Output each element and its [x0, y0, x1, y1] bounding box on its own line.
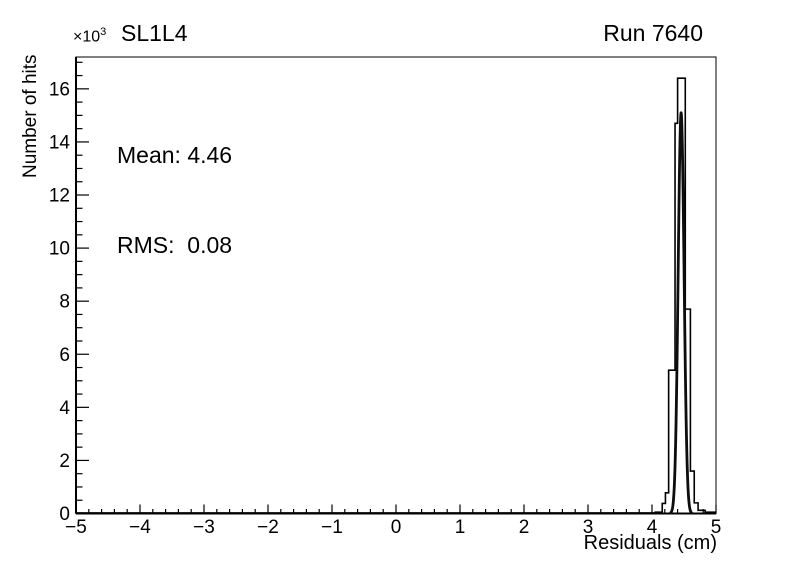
stats-box: Mean: 4.46 RMS: 0.08 — [117, 80, 232, 320]
y-tick-label: 6 — [59, 345, 70, 366]
y-tick-label: 14 — [49, 132, 71, 153]
x-tick-label: −2 — [257, 517, 279, 538]
stats-rms: RMS: 0.08 — [117, 232, 233, 258]
x-tick-label: 4 — [647, 517, 658, 538]
y-axis-multiplier: ×103 — [73, 26, 106, 46]
x-axis-title: Residuals (cm) — [583, 532, 717, 554]
y-axis-multiplier-exponent: 3 — [100, 26, 107, 38]
x-tick-label: −3 — [193, 517, 215, 538]
histogram-line — [76, 77, 716, 514]
y-tick-label: 12 — [49, 186, 70, 207]
y-tick-label: 2 — [59, 451, 70, 472]
y-axis-title: Number of hits — [20, 54, 41, 178]
y-axis-multiplier-base: ×10 — [73, 28, 101, 46]
stats-mean: Mean: 4.46 — [117, 142, 233, 168]
y-tick-label: 16 — [49, 79, 70, 100]
y-tick-label: 10 — [49, 239, 70, 260]
fit-curve — [669, 111, 693, 515]
x-tick-label: 0 — [391, 517, 402, 538]
x-tick-label: −5 — [65, 517, 87, 538]
x-tick-label: 2 — [519, 517, 530, 538]
y-tick-label: 0 — [59, 504, 70, 525]
x-tick-label: 1 — [455, 517, 466, 538]
x-tick-label: −1 — [321, 517, 343, 538]
y-tick-label: 8 — [59, 292, 70, 313]
x-tick-label: −4 — [129, 517, 151, 538]
run-number-label: Run 7640 — [603, 20, 703, 46]
x-tick-label: 3 — [583, 517, 594, 538]
x-tick-label: 5 — [711, 517, 722, 538]
plot-title: SL1L4 — [121, 20, 188, 46]
y-tick-label: 4 — [59, 398, 70, 419]
